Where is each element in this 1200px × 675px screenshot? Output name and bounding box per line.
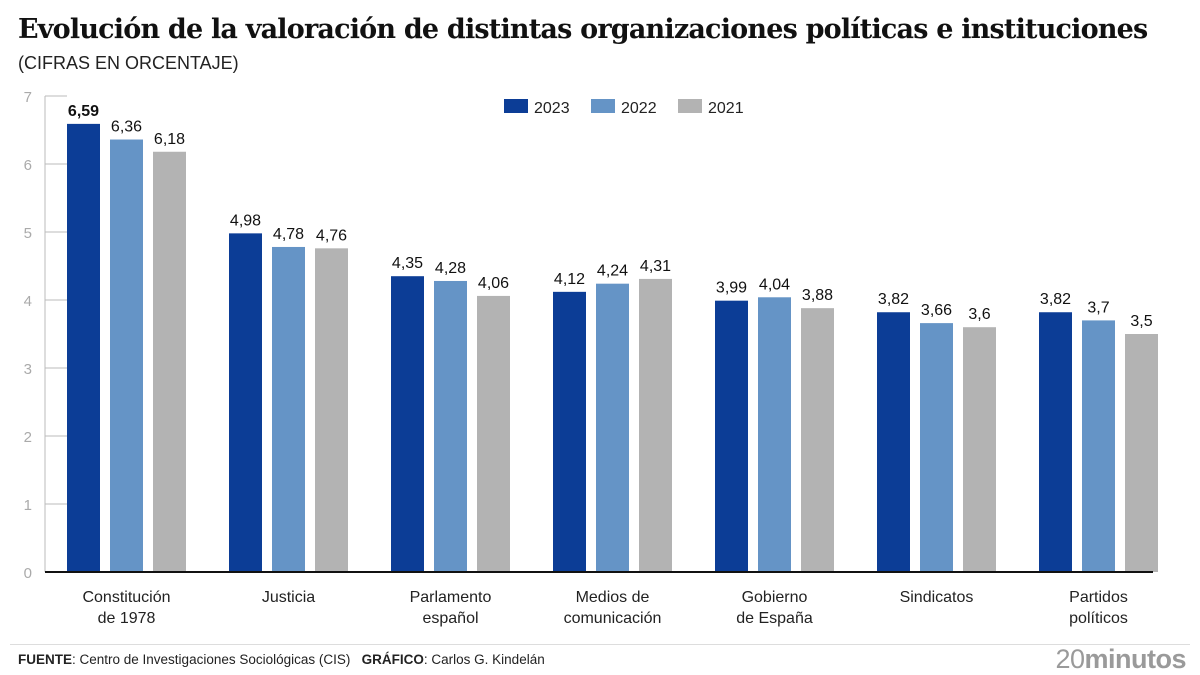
- legend-swatch-2021: [678, 99, 702, 113]
- chart-title: Evolución de la valoración de distintas …: [18, 14, 1148, 45]
- y-tick-label: 7: [24, 89, 32, 106]
- x-category-label: Medios de: [576, 589, 650, 606]
- x-category-label: políticos: [1069, 610, 1128, 627]
- x-category-label: Constitución: [82, 589, 170, 606]
- source-text: : Centro de Investigaciones Sociológicas…: [72, 652, 351, 667]
- data-label: 4,76: [316, 227, 347, 244]
- data-label: 3,5: [1130, 313, 1152, 330]
- legend-label-2023: 2023: [534, 100, 570, 117]
- y-tick-label: 2: [24, 429, 32, 446]
- legend-label-2022: 2022: [621, 100, 657, 117]
- bar-2021: [153, 151, 186, 572]
- data-label: 4,98: [230, 212, 261, 229]
- x-category-label: Parlamento: [410, 589, 492, 606]
- y-tick-label: 0: [24, 565, 32, 582]
- x-category-label: de 1978: [98, 610, 156, 627]
- bar-2023: [229, 233, 262, 573]
- data-label: 3,99: [716, 280, 747, 297]
- x-category-label: de España: [736, 610, 813, 627]
- bar-2022: [596, 283, 629, 572]
- legend-label-2021: 2021: [708, 100, 744, 117]
- legend-swatch-2022: [591, 99, 615, 113]
- footer-divider: [10, 644, 1190, 645]
- bar-2022: [758, 297, 791, 572]
- x-category-label: Gobierno: [742, 589, 808, 606]
- data-label: 6,36: [111, 119, 142, 136]
- data-label: 4,78: [273, 226, 304, 243]
- x-category-label: Sindicatos: [900, 589, 974, 606]
- bar-2022: [272, 246, 305, 572]
- bar-2022: [110, 139, 143, 572]
- data-label: 4,24: [597, 263, 628, 280]
- bar-2021: [963, 327, 996, 572]
- bar-2023: [553, 291, 586, 572]
- data-label: 3,82: [878, 291, 909, 308]
- chart-subtitle: (CIFRAS EN ORCENTAJE): [18, 53, 239, 73]
- y-tick-label: 5: [24, 225, 32, 242]
- brand-number: 20: [1055, 644, 1085, 674]
- source-label: FUENTE: [18, 652, 72, 667]
- bar-2021: [1125, 334, 1158, 572]
- data-label: 4,06: [478, 275, 509, 292]
- bar-2022: [920, 323, 953, 572]
- bar-2022: [1082, 320, 1115, 572]
- bar-2021: [639, 278, 672, 572]
- x-category-label: comunicación: [564, 610, 662, 627]
- bar-2021: [315, 248, 348, 572]
- brand-word: minutos: [1084, 644, 1187, 674]
- data-label: 3,6: [968, 306, 990, 323]
- x-category-label: Partidos: [1069, 589, 1128, 606]
- y-tick-label: 4: [24, 293, 32, 310]
- y-tick-label: 1: [24, 497, 32, 514]
- bar-2023: [1039, 312, 1072, 572]
- y-tick-label: 6: [24, 157, 32, 174]
- footer-credits: FUENTE: Centro de Investigaciones Sociol…: [18, 652, 545, 667]
- bar-2023: [67, 123, 100, 572]
- data-label: 4,35: [392, 255, 423, 272]
- data-label: 3,66: [921, 302, 952, 319]
- legend-swatch-2023: [504, 99, 528, 113]
- data-label: 4,28: [435, 260, 466, 277]
- bar-2021: [477, 295, 510, 572]
- bar-2021: [801, 308, 834, 572]
- bar-2023: [715, 300, 748, 572]
- bar-2022: [434, 280, 467, 572]
- data-label: 3,82: [1040, 291, 1071, 308]
- bar-2023: [391, 276, 424, 572]
- data-label: 3,7: [1087, 299, 1109, 316]
- data-label: 4,04: [759, 276, 790, 293]
- data-label: 4,31: [640, 258, 671, 275]
- graphic-label: GRÁFICO: [361, 652, 424, 667]
- x-category-label: español: [422, 610, 478, 627]
- data-label: 6,18: [154, 131, 185, 148]
- data-label: 6,59: [68, 103, 99, 120]
- graphic-text: : Carlos G. Kindelán: [423, 652, 545, 667]
- y-tick-label: 3: [24, 361, 32, 378]
- brand-logo: 20minutos: [1055, 644, 1186, 675]
- data-label: 4,12: [554, 271, 585, 288]
- data-label: 3,88: [802, 287, 833, 304]
- x-category-label: Justicia: [262, 589, 315, 606]
- bar-2023: [877, 312, 910, 572]
